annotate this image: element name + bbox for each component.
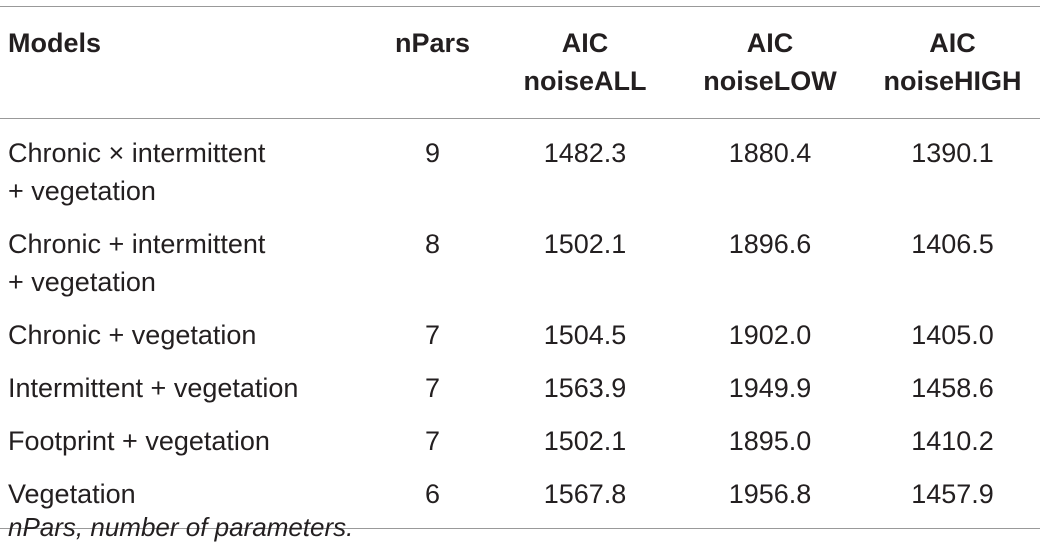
model-name: Chronic + intermittent + vegetation <box>8 229 266 297</box>
cell: 8 <box>424 229 441 259</box>
column-header: AIC noiseALL <box>523 28 647 96</box>
table-row: Chronic + vegetation 7 1504.5 1902.0 1405.0 <box>0 301 1040 354</box>
cell: 1458.6 <box>911 373 994 403</box>
results-table: Models nPars AIC noiseALL AIC noiseLOW AIC n… <box>0 6 1040 529</box>
cell: 6 <box>424 479 441 509</box>
cell: 7 <box>424 373 441 403</box>
cell: 1896.6 <box>728 229 812 259</box>
table-body: Chronic × intermittent + vegetation 9 1482… <box>0 119 1040 528</box>
cell: 1502.1 <box>543 229 627 259</box>
cell: 7 <box>424 320 441 350</box>
table-row: Footprint + vegetation 7 1502.1 1895.0 1410.… <box>0 407 1040 460</box>
model-name: Chronic × intermittent + vegetation <box>8 138 266 206</box>
table-row: Chronic × intermittent + vegetation 9 1482… <box>0 119 1040 211</box>
cell: 1895.0 <box>728 426 812 456</box>
cell: 1567.8 <box>543 479 627 509</box>
cell: 1390.1 <box>911 138 994 168</box>
column-header: AIC noiseHIGH <box>883 28 1022 96</box>
footnote: nPars, number of parameters. <box>8 512 354 542</box>
column-header: nPars <box>394 28 471 58</box>
column-header: AIC noiseLOW <box>703 28 837 96</box>
column-header: Models <box>8 28 102 58</box>
cell: 1902.0 <box>728 320 812 350</box>
table-header: Models nPars AIC noiseALL AIC noiseLOW AIC n… <box>0 6 1040 119</box>
table-row: Vegetation 6 1567.8 1956.8 1457.9 <box>0 460 1040 528</box>
cell: 1457.9 <box>911 479 994 509</box>
cell: 1504.5 <box>543 320 627 350</box>
table-row: Intermittent + vegetation 7 1563.9 1949.9 14… <box>0 354 1040 407</box>
model-name: Chronic + vegetation <box>8 320 257 350</box>
header-row: Models nPars AIC noiseALL AIC noiseLOW AIC n… <box>0 6 1040 119</box>
cell: 1406.5 <box>911 229 994 259</box>
model-name: Intermittent + vegetation <box>8 373 299 403</box>
cell: 1482.3 <box>543 138 627 168</box>
model-name: Vegetation <box>8 479 136 509</box>
cell: 1949.9 <box>728 373 812 403</box>
cell: 1405.0 <box>911 320 994 350</box>
cell: 1880.4 <box>728 138 812 168</box>
cell: 7 <box>424 426 441 456</box>
cell: 1502.1 <box>543 426 627 456</box>
cell: 9 <box>424 138 441 168</box>
cell: 1410.2 <box>911 426 994 456</box>
model-name: Footprint + vegetation <box>8 426 270 456</box>
cell: 1956.8 <box>728 479 812 509</box>
table-row: Chronic + intermittent + vegetation 8 1502… <box>0 210 1040 301</box>
cell: 1563.9 <box>543 373 627 403</box>
